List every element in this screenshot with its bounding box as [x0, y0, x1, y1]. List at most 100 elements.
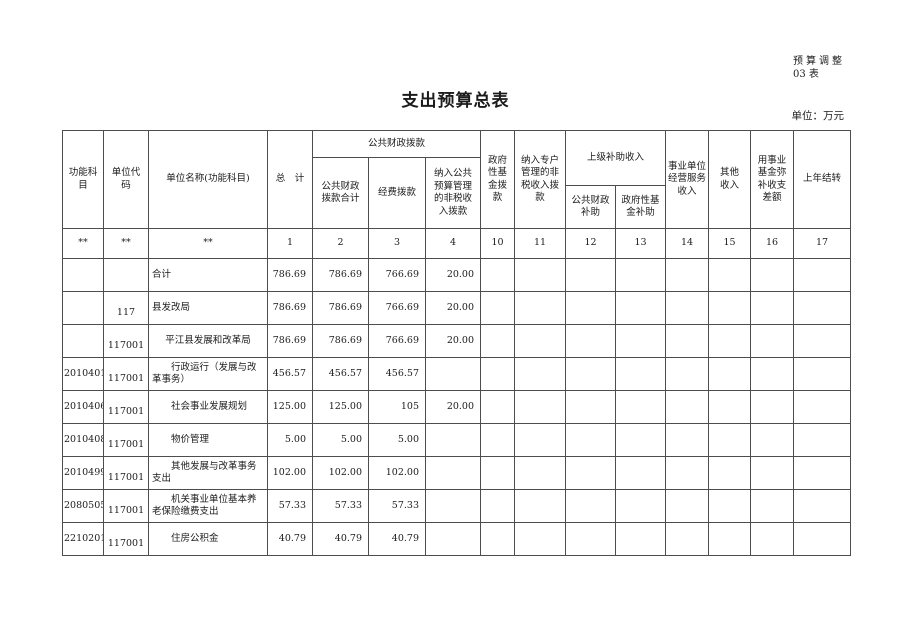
value-cell: [424, 456, 482, 490]
header-business-service-income: 事业单位 经营服务 收入: [665, 130, 710, 229]
header-row-3: 公共财政 补助 政府性基 金补助: [63, 185, 851, 229]
value-cell: [615, 456, 667, 490]
value-cell: [565, 258, 617, 292]
header-total: 总 计: [267, 130, 313, 229]
header-row-2: 公共财政 拨款合计 经费拨款 纳入公共 预算管理 的非税收 入拨款: [63, 157, 851, 229]
value-cell: [708, 423, 752, 457]
value-cell: [480, 324, 516, 358]
value-cell: [480, 258, 516, 292]
value-cell: [665, 390, 710, 424]
header-unit-name: 单位名称(功能科目): [148, 130, 268, 229]
value-cell: [565, 357, 617, 391]
value-cell: [665, 456, 710, 490]
value-cell: [615, 489, 667, 523]
value-cell: [750, 258, 795, 292]
value-cell: [750, 390, 795, 424]
value-cell: [514, 423, 567, 457]
table-row: 2010499 117001 其他发展与改革事务支出 102.00 102.00 102.…: [62, 456, 852, 490]
table-row: 2010401 117001 行政运行（发展与改革事务） 456.57 456.57 45…: [62, 357, 852, 391]
func-code-cell: 2080505: [62, 489, 104, 523]
header-unit-code: 单位代 码: [103, 130, 149, 229]
header-gov-fund-subsidy: 政府性基 金补助: [615, 185, 667, 229]
corner-note-line1: 预算调整: [793, 56, 845, 67]
func-code-cell: [62, 324, 104, 358]
value-cell: [665, 423, 710, 457]
unit-name-cell: 机关事业单位基本养老保险缴费支出: [148, 489, 268, 523]
func-code-cell: 2010499: [62, 456, 104, 490]
value-cell: [665, 324, 710, 358]
value-cell: 40.79: [312, 522, 369, 556]
value-cell: [750, 489, 795, 523]
column-number: **: [103, 228, 149, 259]
value-cell: [793, 423, 852, 457]
table-row: 合计 786.69 786.69 766.69 20.00: [62, 258, 852, 292]
value-cell: [793, 390, 852, 424]
value-cell: [615, 423, 667, 457]
table-row: 117001 平江县发展和改革局 786.69 786.69 766.69 20.00: [62, 324, 852, 358]
value-cell: [708, 291, 752, 325]
value-cell: [615, 357, 667, 391]
value-cell: [424, 489, 482, 523]
value-cell: [480, 489, 516, 523]
func-code-cell: 2010406: [62, 390, 104, 424]
value-cell: [750, 522, 795, 556]
value-cell: 456.57: [267, 357, 313, 391]
table-header: 功能科 目 单位代 码 单位名称(功能科目) 总 计 公共财政拨款 政府 性基 …: [62, 130, 852, 259]
value-cell: 40.79: [267, 522, 313, 556]
value-cell: [480, 390, 516, 424]
value-cell: [424, 423, 482, 457]
corner-note: 预算调整 03 表: [793, 55, 845, 81]
unit-code-cell: 117: [103, 291, 149, 325]
value-cell: [514, 258, 567, 292]
value-cell: 786.69: [312, 258, 369, 292]
value-cell: 105: [368, 390, 426, 424]
value-cell: [565, 489, 617, 523]
unit-name-cell: 合计: [148, 258, 268, 292]
value-cell: [793, 456, 852, 490]
func-code-cell: [62, 291, 104, 325]
unit-code-cell: 117001: [103, 423, 149, 457]
header-public-finance-subsidy: 公共财政 补助: [565, 185, 617, 229]
column-number: 12: [565, 228, 617, 259]
header-nontax-into-budget: 纳入公共 预算管理 的非税收 入拨款: [424, 157, 482, 229]
table-row: 117 县发改局 786.69 786.69 766.69 20.00: [62, 291, 852, 325]
value-cell: [750, 324, 795, 358]
value-cell: [708, 456, 752, 490]
page-title: 支出预算总表: [401, 91, 510, 111]
value-cell: [665, 357, 710, 391]
value-cell: 456.57: [312, 357, 369, 391]
header-functional-subject: 功能科 目: [62, 130, 104, 229]
value-cell: [565, 291, 617, 325]
value-cell: [480, 522, 516, 556]
value-cell: [615, 390, 667, 424]
unit-code-cell: 117001: [103, 324, 149, 358]
unit-code-cell: [103, 258, 149, 292]
value-cell: [424, 357, 482, 391]
unit-code-cell: 117001: [103, 390, 149, 424]
table-row: 2210201 117001 住房公积金 40.79 40.79 40.79: [62, 522, 852, 556]
value-cell: 786.69: [267, 324, 313, 358]
value-cell: 102.00: [312, 456, 369, 490]
value-cell: [665, 291, 710, 325]
value-cell: [665, 522, 710, 556]
column-number: 16: [750, 228, 795, 259]
header-public-finance-total: 公共财政 拨款合计: [312, 157, 369, 229]
value-cell: [708, 489, 752, 523]
value-cell: 5.00: [368, 423, 426, 457]
unit-name-cell: 平江县发展和改革局: [148, 324, 268, 358]
func-code-cell: 2010401: [62, 357, 104, 391]
value-cell: [565, 423, 617, 457]
header-public-finance-group: 公共财政拨款: [311, 130, 482, 158]
value-cell: [665, 489, 710, 523]
header-funding-allocation: 经费拨款: [368, 157, 426, 229]
value-cell: [565, 456, 617, 490]
column-number: 13: [615, 228, 667, 259]
value-cell: 125.00: [267, 390, 313, 424]
column-number: 10: [480, 228, 516, 259]
value-cell: 102.00: [368, 456, 426, 490]
value-cell: 57.33: [368, 489, 426, 523]
value-cell: [665, 258, 710, 292]
value-cell: [750, 357, 795, 391]
value-cell: [514, 522, 567, 556]
